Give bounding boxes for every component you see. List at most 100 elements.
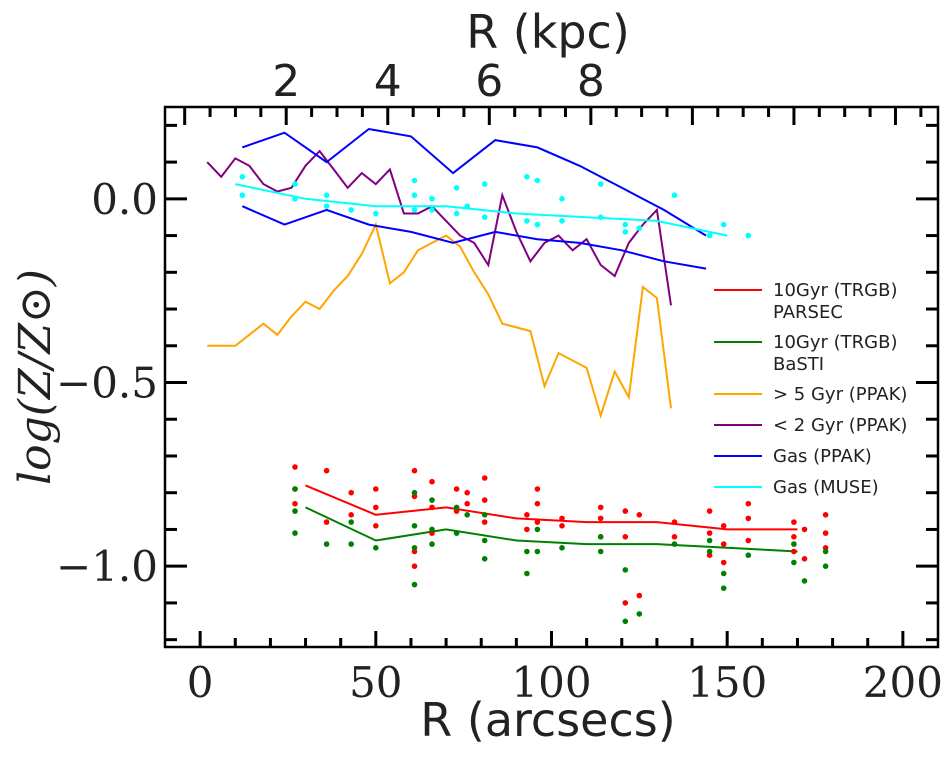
series-line-2-gyr-ppak — [206, 149, 672, 306]
point-muse-points — [559, 218, 565, 224]
point-parsec-points — [801, 526, 808, 533]
axis-ticks — [165, 107, 938, 647]
point-parsec-points — [534, 519, 541, 525]
legend: 10Gyr (TRGB) PARSEC 10Gyr (TRGB) BaSTI > 5 G… — [714, 280, 907, 498]
point-muse-points — [292, 181, 298, 187]
point-parsec-points — [671, 534, 678, 540]
point-parsec-points — [481, 475, 488, 481]
x-tick-label: 0 — [187, 658, 214, 707]
series-line-gas-muse — [235, 183, 728, 237]
point-muse-points — [720, 221, 727, 228]
point-parsec-points — [745, 537, 752, 544]
point-parsec-points — [706, 508, 713, 514]
legend-label-10gyr-trgb-parsec: 10Gyr (TRGB) PARSEC — [773, 280, 897, 323]
point-parsec-points — [323, 467, 330, 474]
plot-frame — [163, 105, 940, 649]
point-parsec-points — [292, 464, 298, 470]
x-axis-label: R (arcsecs) — [420, 693, 675, 747]
point-muse-points — [524, 218, 530, 224]
point-parsec-points — [720, 523, 727, 529]
series-points — [239, 174, 829, 625]
point-basti-points — [348, 541, 355, 547]
point-muse-points — [429, 196, 435, 202]
point-basti-points — [411, 489, 418, 496]
point-basti-points — [411, 581, 418, 588]
legend-label-gas-ppak: Gas (PPAK) — [773, 446, 872, 467]
legend-label-5-gyr-ppak: > 5 Gyr (PPAK) — [773, 384, 907, 405]
top-tick-label: 4 — [374, 56, 402, 107]
point-basti-points — [373, 545, 379, 551]
y-tick-label: −1.0 — [56, 542, 158, 591]
point-parsec-points — [822, 512, 829, 518]
series-line-10gyr-trgb-parsec — [305, 484, 798, 531]
series-line-gas-ppak-lower — [241, 205, 707, 270]
point-basti-points — [481, 512, 488, 518]
point-muse-points — [453, 210, 460, 217]
point-muse-points — [534, 177, 541, 184]
point-basti-points — [323, 541, 330, 547]
point-parsec-points — [373, 523, 379, 529]
point-parsec-points — [745, 515, 752, 522]
point-parsec-points — [791, 534, 797, 540]
point-parsec-points — [292, 500, 298, 507]
point-muse-points — [622, 221, 629, 228]
point-basti-points — [622, 567, 629, 573]
series-line-5-gyr-ppak — [207, 221, 672, 420]
point-muse-points — [464, 203, 471, 209]
point-parsec-points — [801, 556, 808, 562]
point-basti-points — [791, 559, 797, 566]
point-parsec-points — [323, 519, 330, 525]
point-basti-points — [292, 530, 298, 536]
point-parsec-points — [348, 512, 355, 518]
top-tick-label: 8 — [577, 56, 605, 107]
x-tick-label: 150 — [687, 658, 767, 707]
point-muse-points — [671, 192, 678, 198]
point-parsec-points — [822, 530, 829, 536]
point-muse-points — [373, 210, 379, 217]
point-basti-points — [791, 541, 797, 547]
point-parsec-points — [622, 600, 629, 606]
point-parsec-points — [622, 508, 629, 514]
point-muse-points — [481, 181, 488, 187]
point-basti-points — [292, 486, 298, 492]
point-parsec-points — [481, 519, 488, 525]
point-parsec-points — [636, 512, 643, 518]
point-basti-points — [524, 548, 530, 555]
point-muse-points — [323, 203, 330, 209]
point-parsec-points — [791, 519, 797, 525]
point-parsec-points — [524, 512, 530, 518]
point-parsec-points — [411, 563, 418, 569]
point-basti-points — [636, 611, 643, 617]
point-basti-points — [292, 508, 298, 514]
top-tick-label: 2 — [272, 56, 300, 107]
point-muse-points — [453, 185, 460, 191]
x-tick-label: 100 — [511, 658, 591, 707]
point-muse-points — [636, 225, 643, 231]
point-parsec-points — [534, 486, 541, 492]
point-basti-points — [429, 541, 435, 547]
y-axis-label: log(Z/Z⊙) — [10, 269, 61, 485]
point-parsec-points — [636, 592, 643, 599]
legend-label-2-gyr-ppak: < 2 Gyr (PPAK) — [773, 415, 907, 436]
point-parsec-points — [429, 504, 435, 511]
point-parsec-points — [671, 519, 678, 525]
point-muse-points — [292, 196, 298, 202]
point-parsec-points — [429, 478, 435, 485]
point-basti-points — [453, 530, 460, 536]
point-parsec-points — [720, 559, 727, 566]
point-basti-points — [429, 526, 435, 533]
legend-label-gas-muse: Gas (MUSE) — [773, 477, 879, 498]
point-basti-points — [622, 618, 629, 625]
point-muse-points — [481, 214, 488, 220]
point-basti-points — [524, 570, 530, 577]
point-parsec-points — [720, 541, 727, 547]
point-muse-points — [429, 207, 435, 213]
point-basti-points — [822, 563, 829, 569]
point-basti-points — [411, 545, 418, 551]
series-line-10gyr-trgb-basti — [305, 506, 798, 553]
point-basti-points — [348, 519, 355, 525]
series-lines — [206, 127, 798, 553]
point-basti-points — [706, 537, 713, 544]
point-parsec-points — [373, 504, 379, 511]
